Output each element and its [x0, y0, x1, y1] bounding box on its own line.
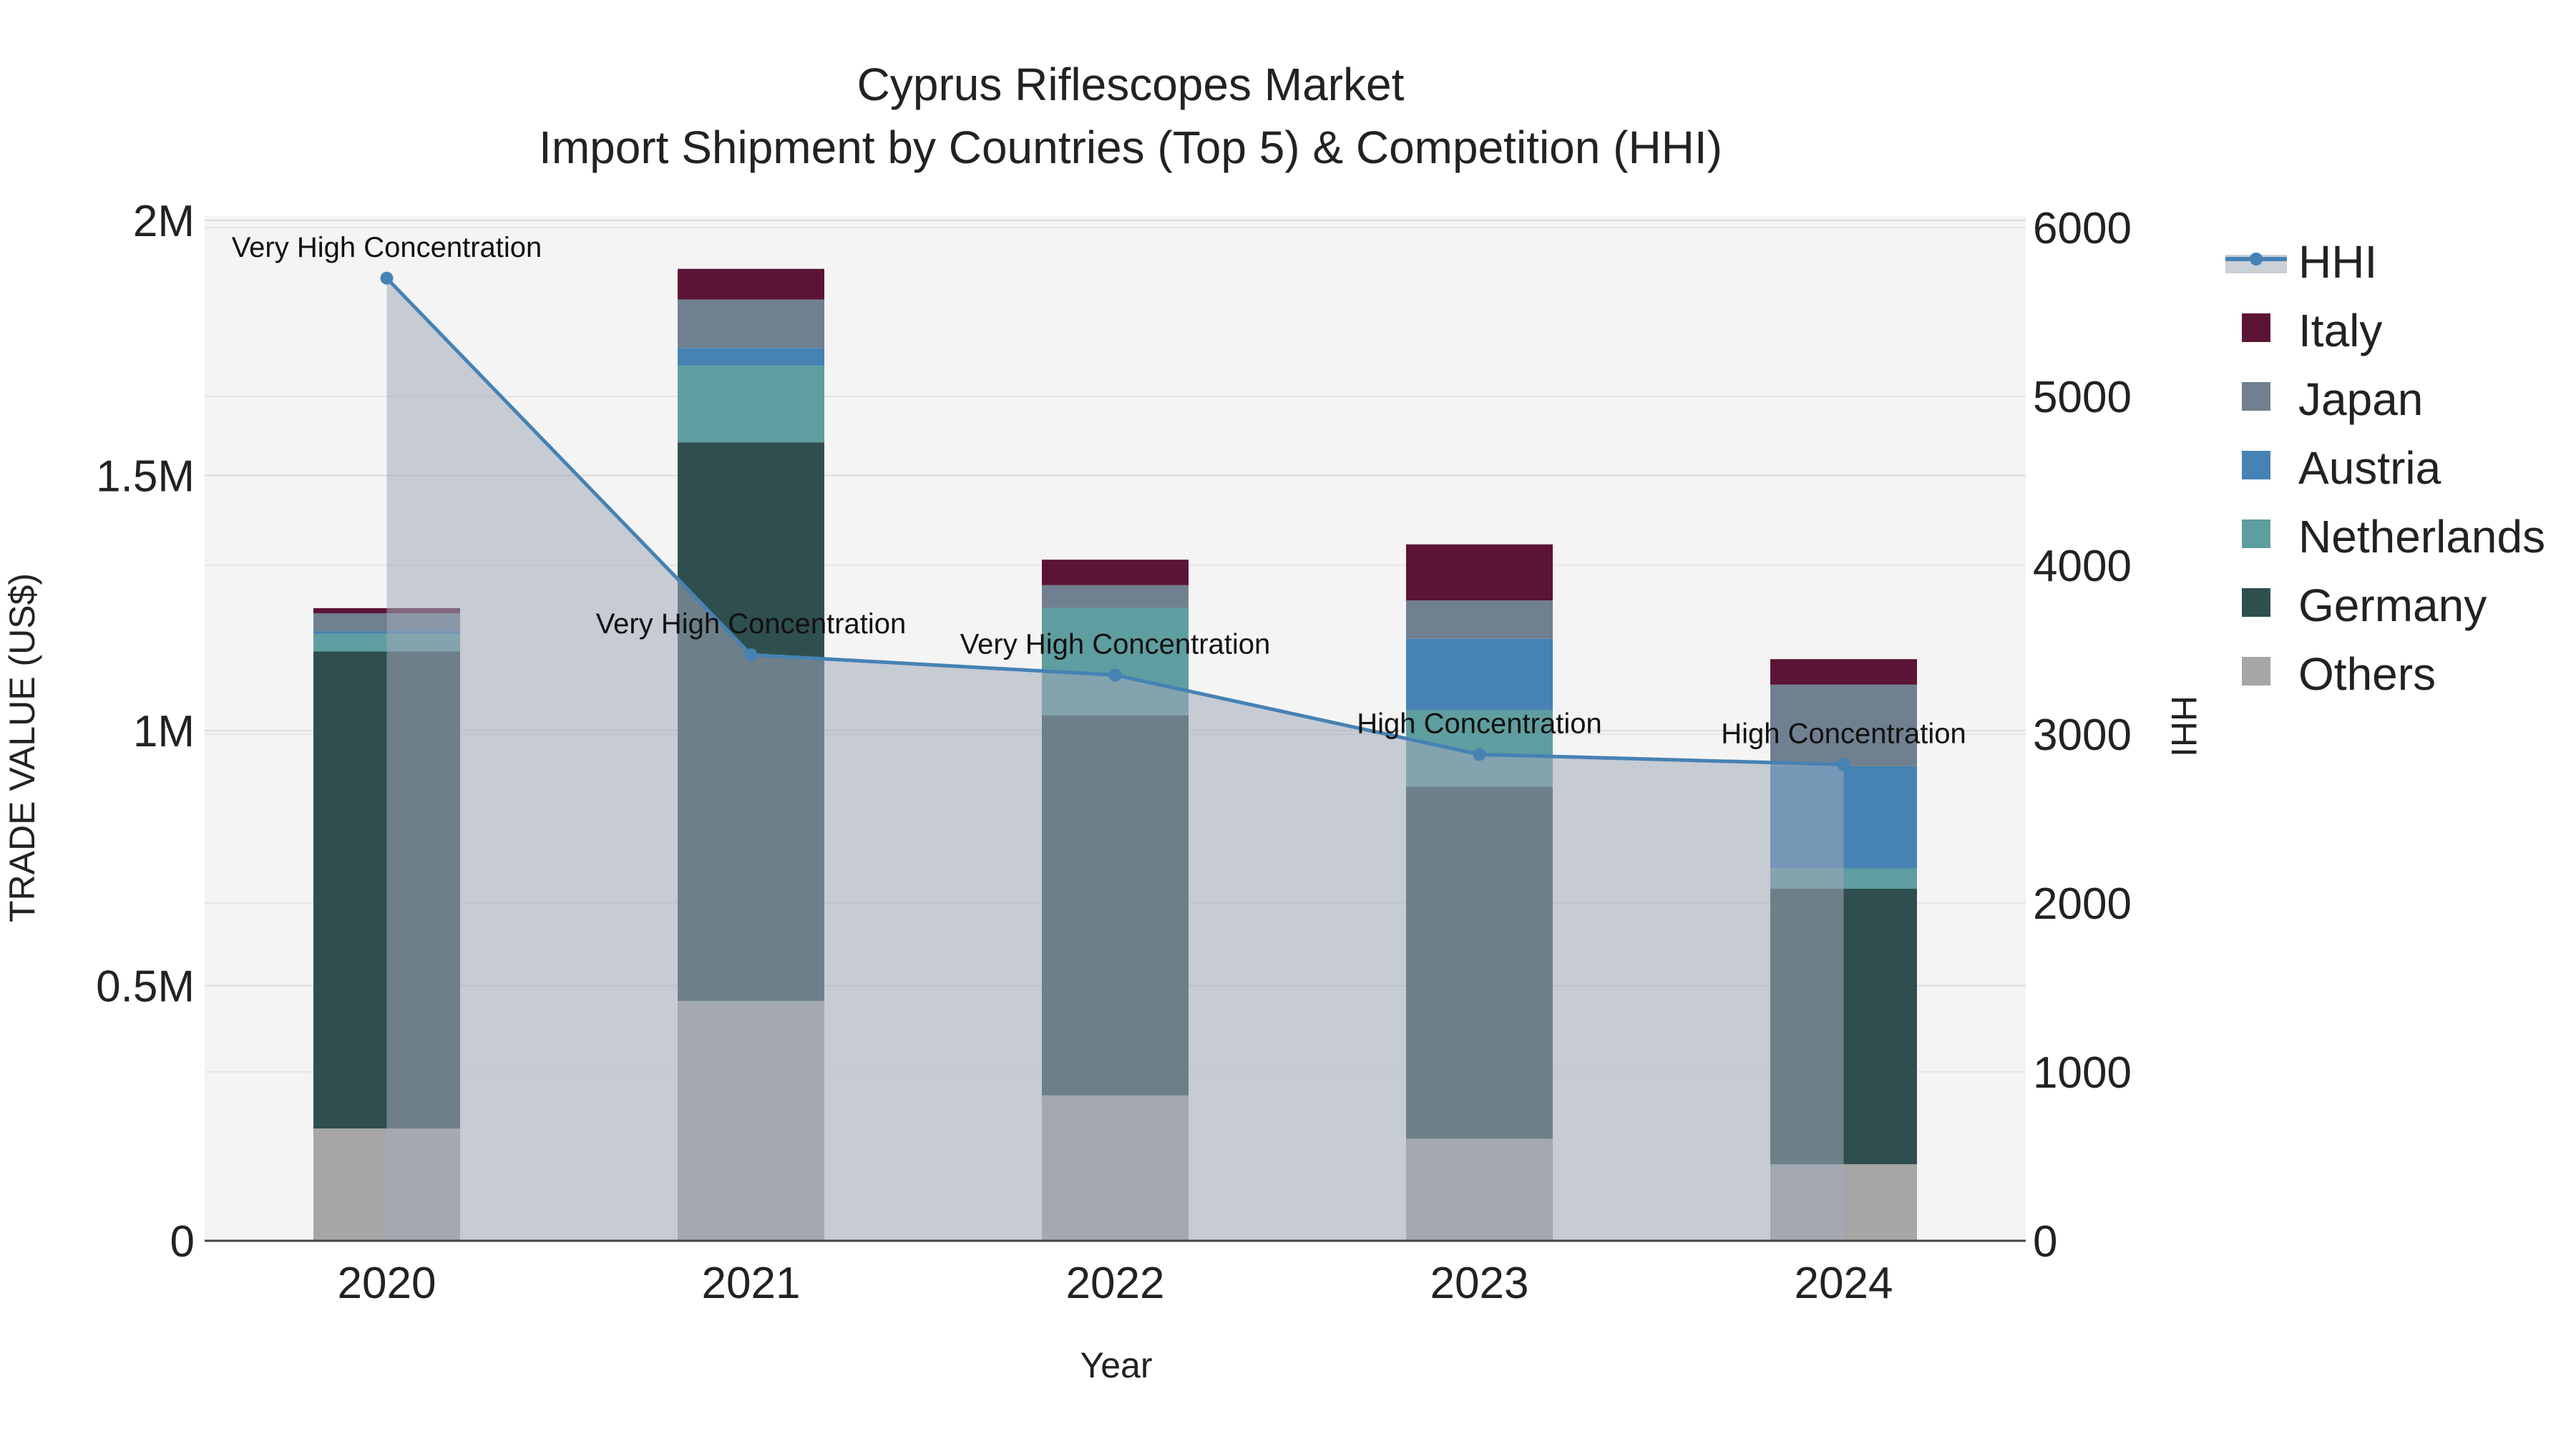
bar-japan-2022 — [1042, 585, 1189, 608]
legend-swatch-italy — [2242, 313, 2270, 342]
hhi-point-2022 — [1108, 668, 1122, 682]
legend-label-japan: Japan — [2298, 374, 2423, 425]
x-tick-label: 2023 — [1430, 1259, 1529, 1308]
legend-swatch-austria — [2242, 451, 2270, 479]
y-axis-label: TRADE VALUE (US$) — [2, 573, 42, 922]
y-tick-label: 0.5M — [96, 962, 195, 1012]
y-tick-label: 1.5M — [96, 452, 195, 502]
bar-japan-2024 — [1770, 684, 1917, 766]
legend-label-italy: Italy — [2298, 305, 2382, 356]
bar-italy-2022 — [1042, 560, 1189, 585]
y2-tick-label: 0 — [2033, 1217, 2057, 1267]
bar-japan-2023 — [1406, 600, 1553, 639]
y2-axis-label: HHI — [2164, 696, 2204, 757]
x-tick-label: 2021 — [702, 1259, 801, 1308]
hhi-point-2024 — [1837, 758, 1850, 771]
y2-tick-label: 2000 — [2033, 879, 2132, 929]
annotation-layer: Very High Concentration Very High Concent… — [232, 232, 1966, 750]
legend: HHI Italy Japan Austria Netherlands Germany Ot… — [2225, 236, 2545, 700]
bar-austria-2023 — [1406, 638, 1553, 711]
x-tick-label: 2022 — [1066, 1259, 1165, 1308]
legend-swatch-germany — [2242, 588, 2270, 617]
legend-swatch-others — [2242, 657, 2270, 686]
y2-tick-label: 4000 — [2033, 542, 2132, 591]
hhi-line-layer — [380, 271, 1850, 1241]
bar-japan-2021 — [678, 299, 824, 348]
bar-italy-2023 — [1406, 544, 1553, 601]
bar-austria-2021 — [678, 348, 824, 366]
y-tick-label: 2M — [133, 197, 195, 246]
legend-label-others: Others — [2298, 648, 2436, 700]
hhi-annotation-2021: Very High Concentration — [596, 608, 907, 640]
legend-label-germany: Germany — [2298, 580, 2487, 631]
chart-title-line2: Import Shipment by Countries (Top 5) & C… — [539, 122, 1722, 173]
x-tick-label: 2020 — [338, 1259, 436, 1308]
y2-tick-label: 1000 — [2033, 1048, 2132, 1098]
legend-label-netherlands: Netherlands — [2298, 511, 2545, 562]
legend-swatch-japan — [2242, 382, 2270, 411]
y2-tick-label: 6000 — [2033, 204, 2132, 253]
y2-tick-label: 3000 — [2033, 711, 2132, 760]
bar-netherlands-2021 — [678, 366, 824, 443]
y2-axis-ticks: 0 1000 2000 3000 4000 5000 6000 — [2033, 204, 2132, 1267]
hhi-point-2023 — [1473, 748, 1486, 761]
x-axis-label: Year — [1080, 1345, 1152, 1385]
legend-swatch-hhi-marker — [2250, 253, 2263, 265]
hhi-annotation-2020: Very High Concentration — [232, 232, 542, 263]
x-tick-label: 2024 — [1795, 1259, 1893, 1308]
y-tick-label: 0 — [170, 1217, 195, 1267]
legend-swatch-netherlands — [2242, 519, 2270, 548]
y-axis-ticks: 0 0.5M 1M 1.5M 2M — [96, 197, 195, 1267]
hhi-annotation-2024: High Concentration — [1721, 718, 1966, 749]
chart-title-line1: Cyprus Riflescopes Market — [857, 59, 1405, 110]
legend-label-hhi: HHI — [2298, 236, 2377, 288]
bar-italy-2024 — [1770, 659, 1917, 685]
hhi-point-2020 — [380, 271, 394, 285]
hhi-point-2021 — [744, 648, 758, 662]
y-tick-label: 1M — [133, 707, 195, 756]
bar-italy-2021 — [678, 268, 824, 300]
legend-label-austria: Austria — [2298, 442, 2441, 494]
x-axis-ticks: 2020 2021 2022 2023 2024 — [338, 1259, 1893, 1308]
y2-tick-label: 5000 — [2033, 373, 2132, 422]
hhi-area — [386, 278, 1844, 1241]
hhi-annotation-2022: Very High Concentration — [960, 628, 1271, 660]
hhi-annotation-2023: High Concentration — [1357, 708, 1601, 739]
